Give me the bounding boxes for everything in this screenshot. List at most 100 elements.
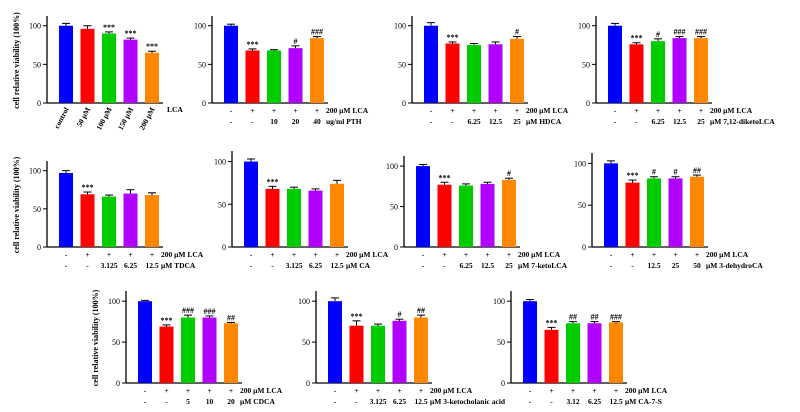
lca-row-label: - (144, 386, 147, 395)
significance-mark: *** (161, 316, 173, 325)
bar (349, 325, 364, 383)
lca-row-label: + (207, 386, 211, 395)
compound-label: μM HDCA (526, 117, 562, 126)
lca-row-label: + (634, 106, 638, 115)
bar (145, 52, 159, 103)
treatment-label: 200 μM LCA (240, 386, 283, 395)
dose-row-label: - (251, 117, 254, 126)
bar (480, 183, 495, 247)
lca-row-label: + (354, 386, 358, 395)
treatment-label: LCA (167, 105, 183, 114)
dose-row-label: 6.25 (393, 397, 406, 406)
bar (267, 50, 281, 103)
chart-panel-9: cell relative viability (100%) 0 50 100 *** #… (91, 289, 283, 406)
significance-mark: *** (267, 177, 279, 186)
significance-mark: *** (439, 173, 451, 182)
significance-mark: *** (351, 312, 363, 321)
lca-row-label: - (614, 106, 617, 115)
significance-mark: # (515, 28, 519, 37)
significance-mark: *** (82, 183, 94, 192)
compound-label: μM 3-ketocholanic acid (430, 397, 506, 406)
bar (392, 320, 407, 383)
y-tick-label: 0 (501, 379, 505, 388)
bar (629, 44, 644, 103)
lca-row-label: + (677, 106, 681, 115)
dose-row-label: 50 (693, 261, 701, 270)
lca-row-label: + (652, 250, 656, 259)
dose-row-label: 25 (505, 261, 513, 270)
significance-mark: ### (311, 28, 323, 37)
y-axis-label: cell relative viability (100%) (12, 12, 21, 109)
compound-label: μM CDCA (240, 397, 275, 406)
dose-row-label: - (230, 117, 233, 126)
bar (424, 25, 438, 103)
bar (59, 172, 73, 247)
significance-mark: ### (610, 313, 622, 322)
dose-row-label: 12.5 (330, 261, 343, 270)
treatment-label: 200 μM LCA (625, 386, 668, 395)
y-tick-label: 100 (394, 22, 406, 31)
lca-row-label: - (610, 250, 613, 259)
dose-row-label: 12.5 (647, 261, 660, 270)
significance-mark: ### (182, 306, 194, 315)
significance-mark: *** (546, 318, 558, 327)
y-tick-label: 50 (582, 60, 590, 69)
bar (288, 48, 303, 103)
dose-row-label: 25 (697, 117, 705, 126)
lca-row-label: + (630, 250, 634, 259)
y-tick-label: 0 (37, 99, 41, 108)
bar (544, 329, 559, 383)
x-tick-label: 50 μM (75, 106, 93, 129)
y-tick-label: 100 (493, 297, 505, 306)
compound-label: μM CA (346, 261, 371, 270)
lca-row-label: + (450, 106, 454, 115)
bar (672, 38, 687, 103)
dose-row-label: 12.5 (414, 397, 427, 406)
dose-row-label: 12.5 (481, 261, 494, 270)
treatment-label: 200 μM LCA (706, 250, 749, 259)
dose-row-label: - (65, 261, 68, 270)
treatment-label: 200 μM LCA (326, 106, 369, 115)
bar (145, 195, 159, 247)
y-tick-label: 0 (222, 243, 226, 252)
bar (59, 25, 73, 103)
bar (604, 163, 618, 247)
dose-row-label: 12.5 (673, 117, 686, 126)
dose-row-label: 6.25 (124, 261, 137, 270)
lca-row-label: + (419, 386, 423, 395)
lca-row-label: + (293, 106, 297, 115)
bar (668, 178, 683, 247)
dose-row-label: - (443, 261, 446, 270)
bar (330, 183, 344, 247)
significance-mark: ## (569, 313, 577, 322)
y-tick-label: 50 (33, 60, 41, 69)
dose-row-label: - (430, 117, 433, 126)
bar (467, 45, 481, 103)
significance-mark: # (294, 37, 298, 46)
bar (328, 301, 342, 383)
treatment-label: 200 μM LCA (526, 106, 569, 115)
lca-row-label: + (515, 106, 519, 115)
bar (488, 44, 503, 103)
lca-row-label: + (313, 250, 317, 259)
x-tick-label: control (52, 106, 71, 130)
dose-row-label: 3.125 (101, 261, 118, 270)
bar (123, 193, 138, 247)
y-axis-label: cell relative viability (100%) (91, 289, 100, 386)
significance-mark: *** (447, 33, 459, 42)
y-tick-label: 0 (116, 379, 120, 388)
y-tick-label: 0 (37, 243, 41, 252)
dose-row-label: - (250, 261, 253, 270)
lca-row-label: + (592, 386, 596, 395)
y-tick-label: 50 (398, 60, 406, 69)
x-tick-label: 100 μM (94, 106, 113, 132)
lca-row-label: + (150, 250, 154, 259)
dose-row-label: 12.5 (145, 261, 158, 270)
y-tick-label: 100 (108, 297, 120, 306)
dose-row-label: - (614, 117, 617, 126)
bar (245, 50, 260, 103)
bar (102, 196, 116, 247)
y-tick-label: 100 (214, 158, 226, 167)
